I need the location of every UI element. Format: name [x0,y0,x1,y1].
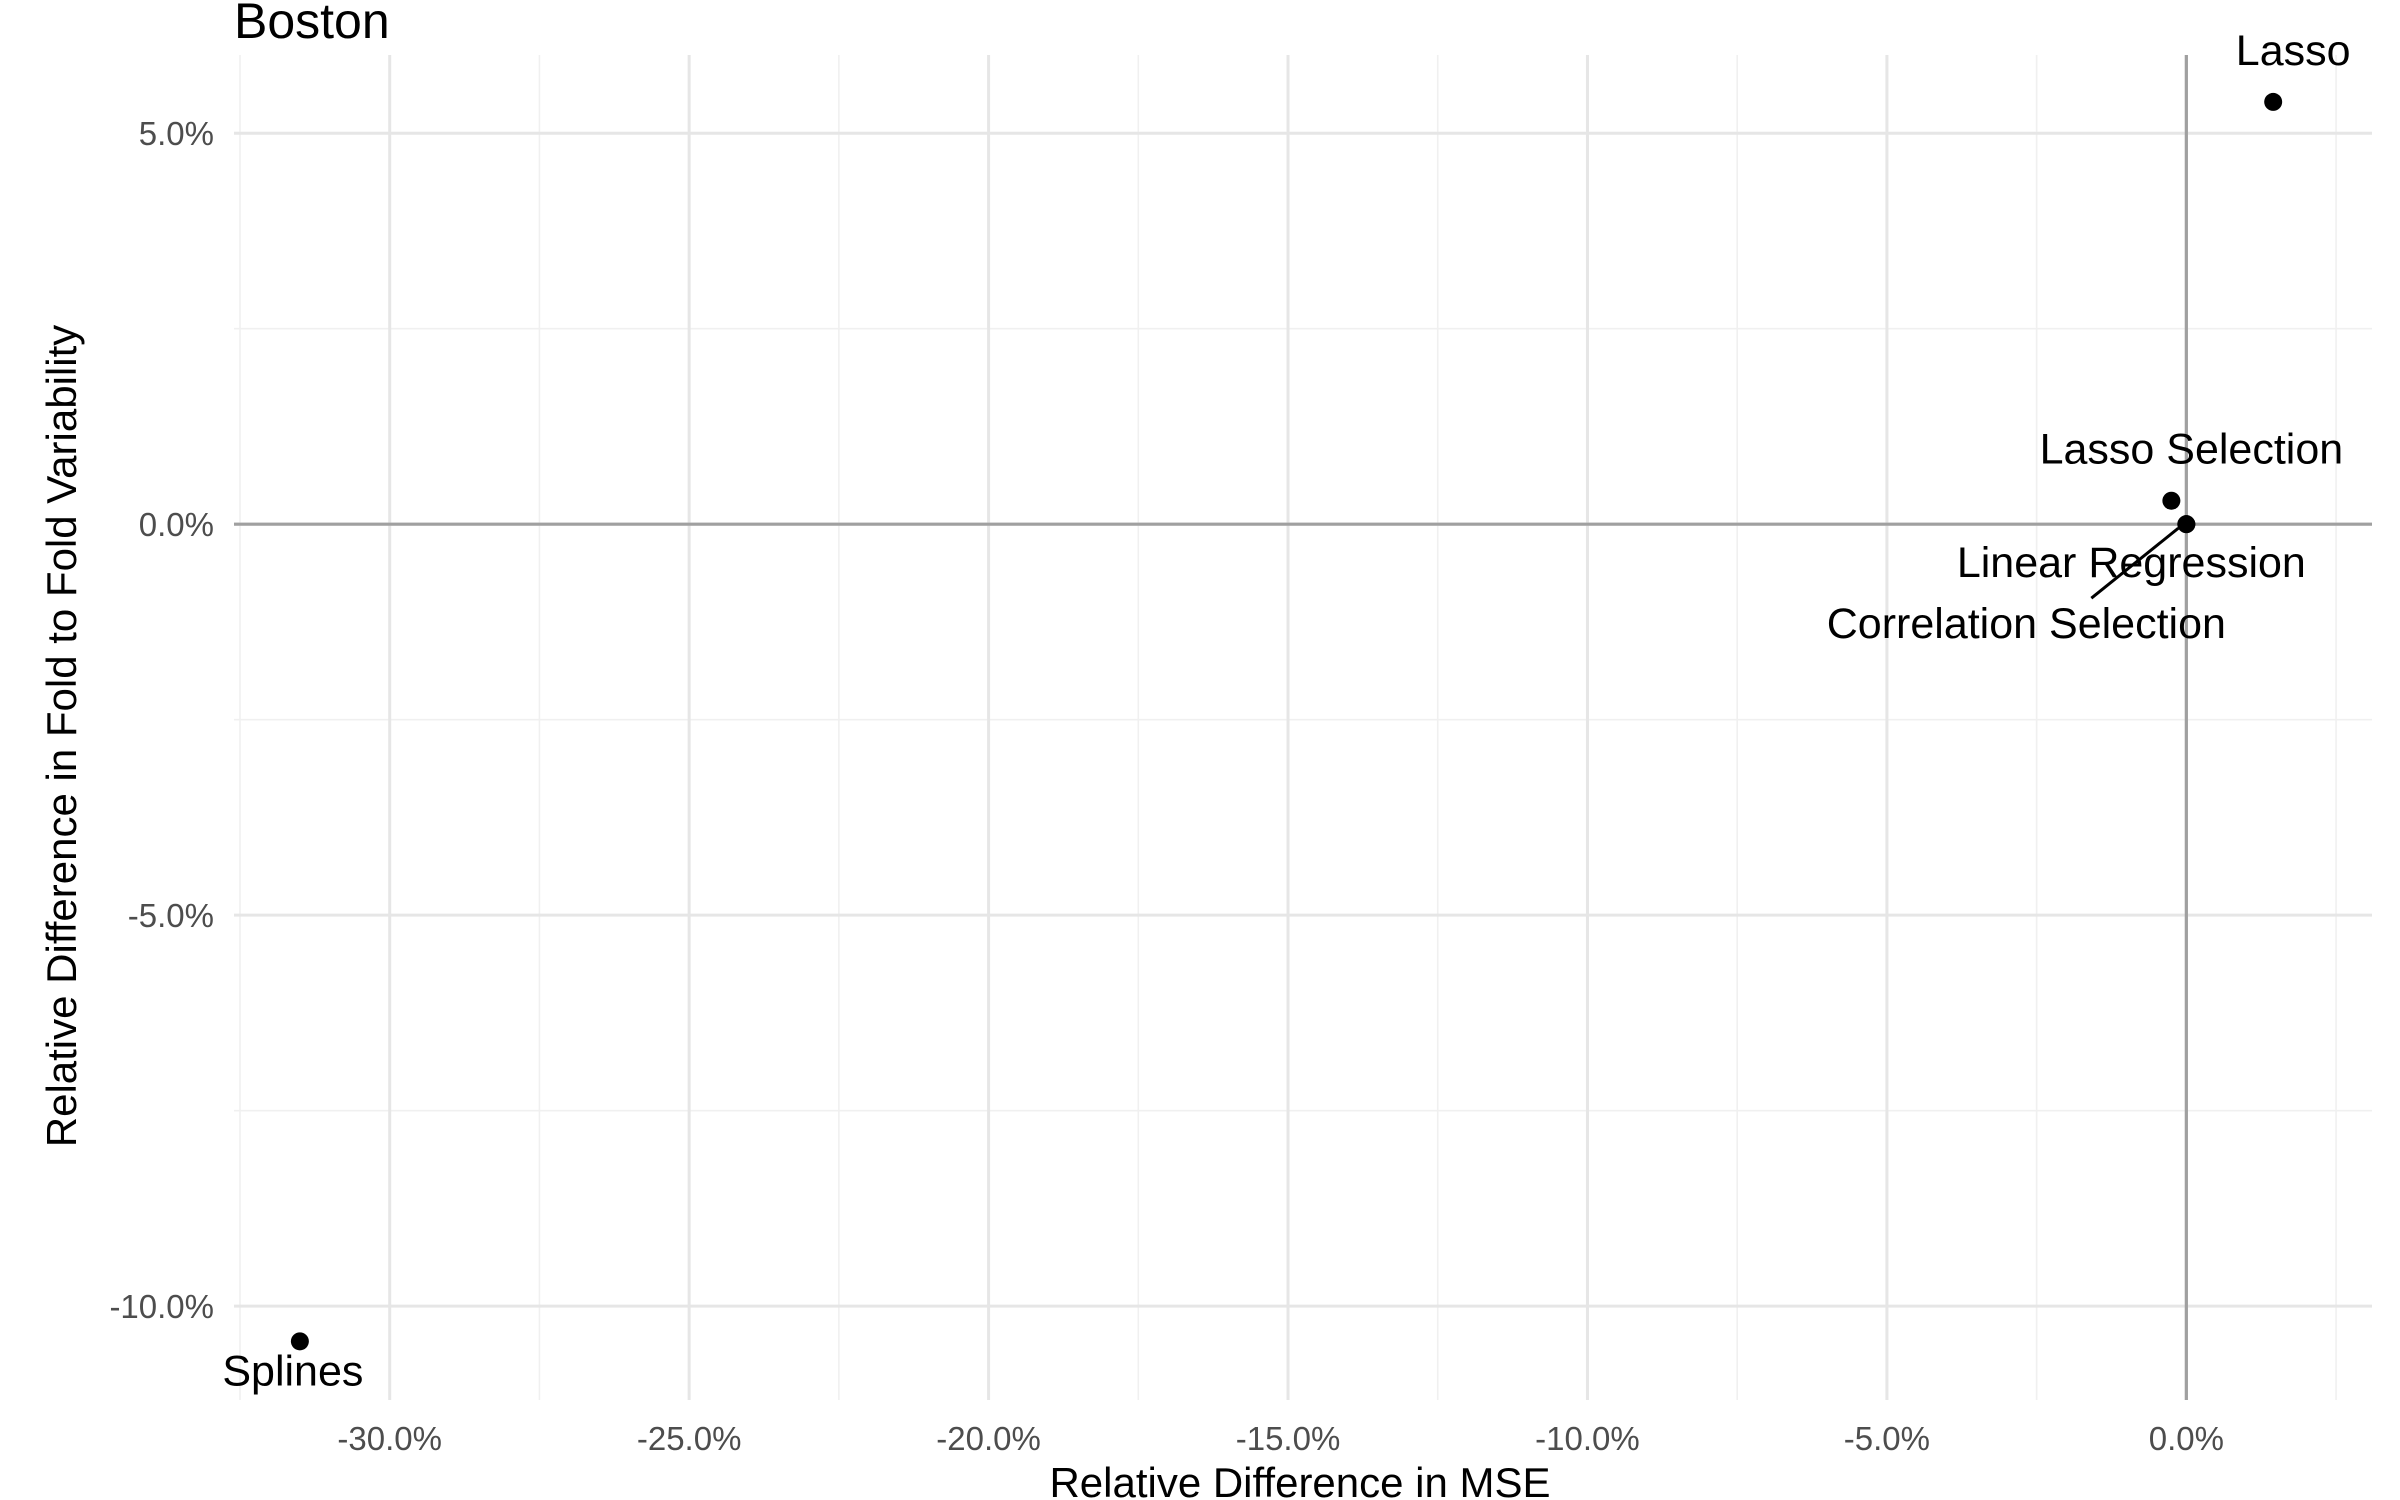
x-tick-label: -25.0% [637,1420,742,1457]
y-tick-label: 0.0% [139,506,214,543]
data-point-label: Splines [222,1347,363,1395]
data-point [2264,92,2283,111]
y-axis-title: Relative Difference in Fold to Fold Vari… [38,325,85,1148]
data-point-label: Linear Regression [1957,539,2306,587]
minor-gridlines [234,55,2372,1400]
data-point-label: Lasso [2236,27,2351,75]
x-axis-title: Relative Difference in MSE [1049,1459,1550,1500]
y-axis-ticks: -10.0% -5.0% 0.0% 5.0% [109,115,214,1325]
data-points [290,92,2283,1351]
reference-lines [234,55,2372,1400]
x-tick-label: -20.0% [936,1420,1041,1457]
chart-title: Boston [234,0,390,49]
data-point [290,1332,309,1351]
x-tick-label: -5.0% [1844,1420,1930,1457]
x-tick-label: -10.0% [1535,1420,1640,1457]
x-axis-ticks: -30.0% -25.0% -20.0% -15.0% -10.0% -5.0% 0.0% [337,1420,2224,1457]
data-point-labels: Lasso Lasso Selection Linear Regression Cor… [222,27,2350,1395]
y-tick-label: 5.0% [139,115,214,152]
x-tick-label: -15.0% [1236,1420,1341,1457]
y-tick-label: -5.0% [128,897,214,934]
data-point-label: Correlation Selection [1827,600,2226,648]
data-point [2177,515,2196,534]
major-gridlines [234,55,2372,1400]
data-point [2162,491,2181,510]
data-point-label: Lasso Selection [2040,426,2344,474]
x-tick-label: -30.0% [337,1420,442,1457]
label-leader-lines [2090,527,2180,600]
y-tick-label: -10.0% [109,1288,214,1325]
label-leader-line [2090,527,2180,600]
x-tick-label: 0.0% [2149,1420,2224,1457]
